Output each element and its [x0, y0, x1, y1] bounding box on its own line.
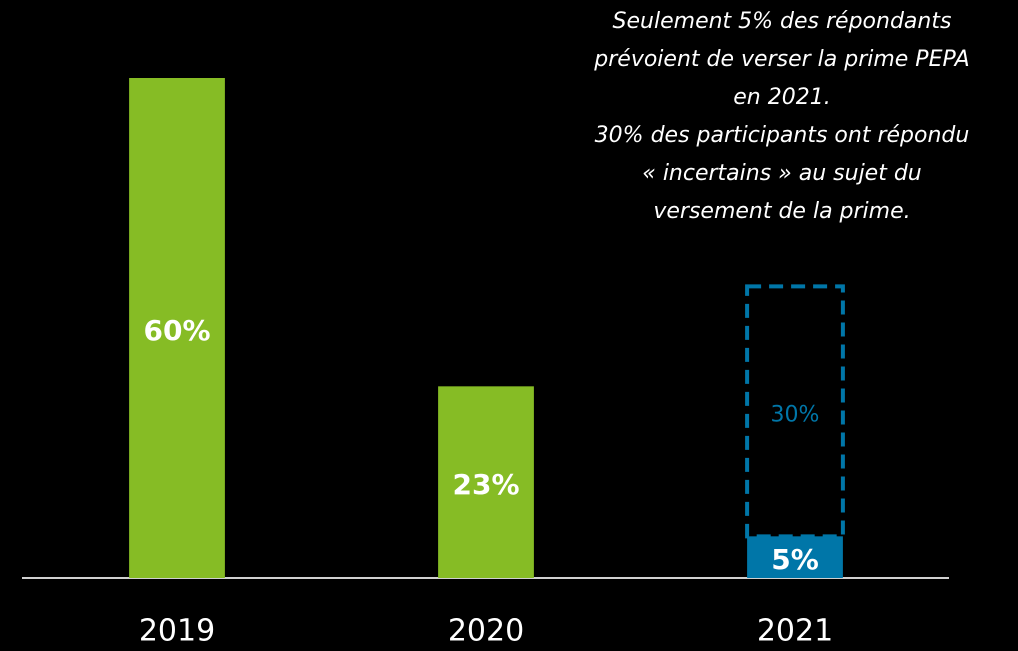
annotation-line: prévoient de verser la prime PEPA — [593, 47, 969, 72]
bar — [747, 536, 843, 578]
value-label: 23% — [452, 468, 519, 501]
bar — [129, 78, 225, 578]
annotation-line: 30% des participants ont répondu — [595, 123, 970, 148]
x-tick-label: 2019 — [139, 614, 215, 649]
annotation-line: en 2021. — [733, 85, 830, 110]
x-tick-label: 2020 — [448, 614, 524, 649]
x-tick-label: 2021 — [757, 614, 833, 649]
annotation-line: versement de la prime. — [653, 199, 910, 224]
value-label: 60% — [143, 314, 210, 347]
value-label: 30% — [771, 402, 820, 427]
bar — [438, 386, 534, 578]
bar-segment-uncertain — [745, 284, 845, 539]
annotation-line: « incertains » au sujet du — [642, 161, 922, 186]
annotation-line: Seulement 5% des répondants — [613, 9, 952, 34]
value-label: 5% — [771, 543, 819, 576]
